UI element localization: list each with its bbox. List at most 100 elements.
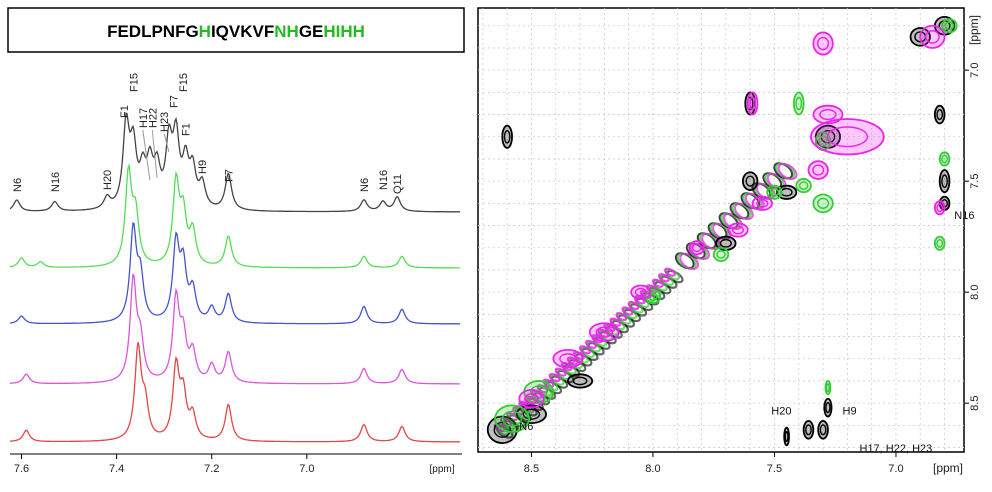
cross-peak <box>644 289 662 305</box>
sequence-segment: IQVKVF <box>211 22 274 41</box>
peak-arrow <box>142 129 151 181</box>
cross-peak-inner <box>749 96 756 111</box>
right-y-tick-label: 8.0 <box>969 285 981 300</box>
cross-peak <box>494 404 530 433</box>
cross-peak-inner <box>941 174 948 188</box>
cross-peak-inner <box>936 238 944 248</box>
left-x-tick-label: 7.0 <box>299 463 314 475</box>
right-y-tick-label: 7.0 <box>969 63 981 78</box>
left-x-unit-label: [ppm] <box>429 464 454 475</box>
cross-peak-annotation: H9 <box>843 405 857 417</box>
cross-peak <box>810 118 885 156</box>
peak-label: F1 <box>181 123 193 136</box>
sequence-segment: H <box>199 22 211 41</box>
cross-peak-inner <box>819 424 827 436</box>
peak-label: N16 <box>378 170 390 190</box>
cross-peak-inner <box>944 21 955 31</box>
cross-peak <box>938 169 951 194</box>
cross-peak <box>552 348 584 369</box>
diagonal-contour <box>603 323 616 333</box>
diagonal-contour <box>585 339 597 349</box>
cross-peak <box>712 246 730 262</box>
right-x-tick-label: 8.5 <box>524 463 539 475</box>
cross-peak-inner <box>572 376 588 386</box>
right-x-unit-label: [ppm] <box>933 461 963 475</box>
spectrum-trace <box>9 342 461 443</box>
sequence-panel: FEDLPNFGHIQVKVFNHGEHIHH <box>7 7 465 53</box>
cross-peak <box>795 178 812 194</box>
cross-peak-annotation: N16 <box>954 210 974 222</box>
cross-peak-inner <box>798 181 809 190</box>
cross-peak <box>567 373 594 389</box>
cross-peak-inner <box>691 243 702 253</box>
cross-peak-annotation: H17, H22, H23 <box>860 443 933 455</box>
peak-label: H22 <box>147 108 159 128</box>
cross-peak-inner <box>818 135 828 147</box>
spectrum-trace <box>9 273 460 385</box>
cross-peak-inner <box>756 198 769 208</box>
cross-peak <box>793 91 805 116</box>
cross-peak <box>741 171 759 191</box>
cross-peak-inner <box>745 175 755 187</box>
sequence-segment: NH <box>274 22 299 41</box>
peak-label: Q11 <box>392 174 404 194</box>
cross-peak <box>802 420 815 440</box>
spectrum-trace <box>9 112 460 213</box>
cross-peak <box>766 184 783 200</box>
peak-label: H23 <box>159 112 171 132</box>
cross-peak-inner <box>501 410 523 427</box>
cross-peak-inner <box>731 225 745 235</box>
cross-peak <box>688 240 705 256</box>
cross-peak-inner <box>595 326 614 338</box>
cross-peak <box>817 420 829 440</box>
right-y-unit-label: [ppm] <box>967 15 981 45</box>
peak-label: H17 <box>138 108 150 128</box>
cross-peak <box>501 124 513 149</box>
cross-peak <box>933 235 946 251</box>
diagonal-contour <box>548 373 561 383</box>
cross-peak <box>919 24 946 49</box>
diagonal-contour <box>627 300 640 311</box>
diagonal-contour <box>579 345 591 355</box>
cross-peak-inner <box>825 383 830 392</box>
spectrum-2d-panel: N16 H20 H9 H17, H22, H23 N6 8.5 8.0 7.5 7.0 [ppm… <box>477 7 981 475</box>
cross-peak <box>933 104 946 125</box>
cross-peak-inner <box>936 203 944 213</box>
spectrum-trace <box>9 162 460 269</box>
sequence-box <box>7 7 465 53</box>
peak-label: F7 <box>223 169 235 182</box>
cross-peak-inner <box>925 30 940 44</box>
cross-peak-inner <box>819 108 837 121</box>
diagonal-contour <box>621 306 634 316</box>
sequence-segment: HI <box>323 22 340 41</box>
peak-label: F15 <box>128 73 140 92</box>
left-x-tick-label: 7.4 <box>109 463 124 475</box>
cross-peak-inner <box>634 287 647 297</box>
diagonal-contour <box>615 311 628 322</box>
left-x-tick-label: 7.6 <box>14 463 29 475</box>
peak-label: H9 <box>197 160 209 174</box>
cross-peak <box>518 388 545 409</box>
cross-peak <box>807 160 829 180</box>
peak-arrow <box>151 129 158 179</box>
cross-peak-inner <box>817 36 830 51</box>
right-x-tick-label: 7.5 <box>767 463 782 475</box>
diagonal-contour <box>657 273 670 283</box>
sequence-segment: FEDLPNFG <box>107 22 199 41</box>
cross-peak-annotation: N6 <box>519 421 533 433</box>
spectrum-trace <box>9 222 461 325</box>
right-y-tick-label: 8.5 <box>969 396 981 411</box>
cross-peak <box>941 18 958 34</box>
diagonal-contour <box>777 162 798 181</box>
cross-peak <box>938 151 951 167</box>
cross-peak <box>588 322 620 342</box>
right-x-tick-label: 8.0 <box>645 463 660 475</box>
cross-peak-inner <box>524 393 539 405</box>
right-x-tick-label: 7.0 <box>888 463 903 475</box>
peak-arrow <box>163 133 170 153</box>
right-y-tick-label: 7.5 <box>969 174 981 189</box>
peak-label: N6 <box>359 178 371 192</box>
peptide-sequence: FEDLPNFGHIQVKVFNHGEHIHH <box>107 22 365 41</box>
cross-peak-inner <box>795 96 803 111</box>
